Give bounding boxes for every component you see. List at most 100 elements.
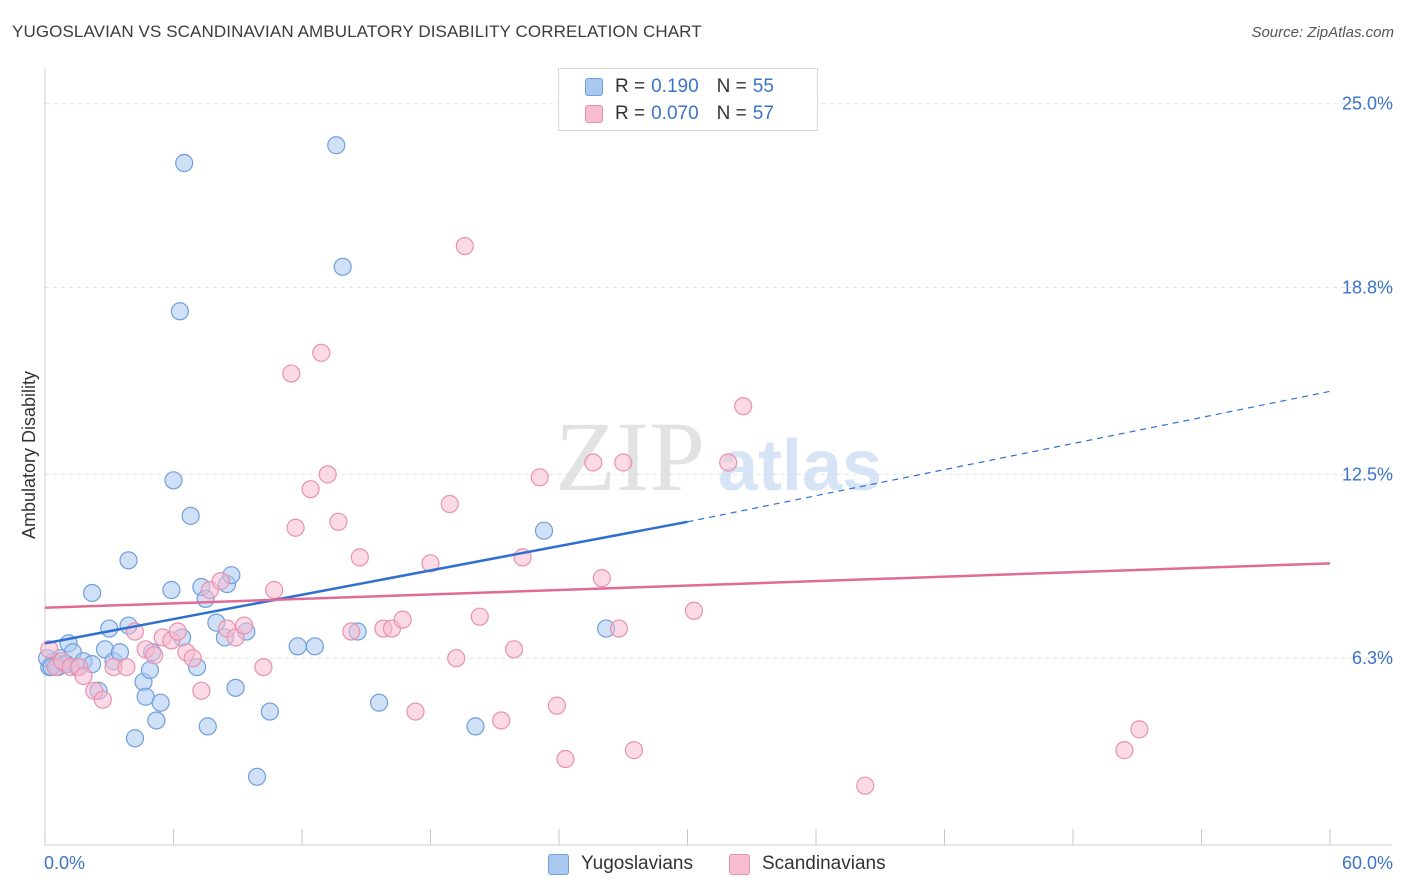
bottom-legend-label: Scandinavians	[762, 853, 886, 874]
source-label: Source: ZipAtlas.com	[1251, 24, 1394, 41]
scandinavian-point	[342, 622, 361, 641]
scandinavian-point	[301, 480, 320, 499]
scandinavian-point	[614, 453, 633, 472]
scandinavian-point	[183, 649, 202, 668]
scandinavian-point	[530, 468, 549, 487]
scandinavian-point	[211, 572, 230, 591]
scandinavian-point	[719, 453, 738, 472]
yugoslavian-point	[370, 693, 389, 712]
scandinavian-point	[93, 690, 112, 709]
scandinavian-point	[282, 364, 301, 383]
legend-n-label: N =	[716, 76, 747, 97]
y-axis-title: Ambulatory Disability	[19, 371, 39, 539]
x-tick-label: 60.0%	[1342, 853, 1393, 873]
bottom-legend-swatch-pink	[729, 853, 750, 875]
scandinavian-point	[192, 681, 211, 700]
scandinavian-point	[609, 619, 629, 638]
grid-lines	[45, 103, 1392, 659]
yugoslavian-point	[170, 302, 190, 321]
scandinavian-point	[74, 666, 93, 686]
yugoslavian-point	[305, 637, 324, 656]
legend-n-value: 57	[752, 103, 774, 124]
bottom-legend-swatch-blue	[548, 853, 569, 875]
yugoslavian-point	[100, 619, 119, 638]
legend-r-label: R =	[615, 76, 646, 97]
scandinavian-point	[406, 702, 425, 721]
legend-n-label: N =	[716, 103, 747, 124]
scandinavian-point	[734, 397, 753, 416]
yugoslavian-point	[175, 153, 194, 173]
yugoslavian-point	[466, 717, 485, 736]
scandinavian-point	[40, 640, 59, 659]
scandinavian-point	[440, 494, 459, 514]
legend-n-value: 55	[752, 76, 774, 97]
x-tick-label: 0.0%	[44, 853, 85, 873]
scandinavian-trend-line	[44, 562, 1331, 610]
scandinavian-point	[856, 776, 875, 795]
yugoslavian-point	[162, 580, 181, 600]
axes	[44, 68, 1392, 846]
yugoslavian-point	[125, 729, 145, 748]
watermark-atlas: atlas	[718, 426, 882, 506]
legend-swatch-blue	[585, 78, 603, 96]
correlation-legend: R = 0.190 N = 55 R = 0.070 N = 57	[558, 68, 818, 131]
yugoslavian-point	[151, 693, 170, 712]
yugoslavian-point	[288, 637, 307, 656]
legend-r-value: 0.070	[651, 103, 699, 124]
yugoslavian-point	[327, 136, 346, 155]
scandinavian-point	[117, 657, 136, 677]
scandinavian-point	[265, 580, 284, 600]
y-tick-label: 12.5%	[1342, 464, 1393, 484]
scandinavian-point	[1130, 720, 1149, 739]
y-tick-label: 25.0%	[1342, 94, 1393, 114]
scandinavian-point	[504, 640, 524, 659]
scandinavian-point	[492, 711, 511, 730]
legend-row-scandinavians: R = 0.070 N = 57	[585, 102, 774, 126]
scandinavian-point	[168, 622, 187, 641]
bottom-legend-yugoslavians: Yugoslavians	[548, 851, 693, 877]
scandinavian-point	[393, 610, 412, 629]
scandinavian-point	[624, 741, 644, 760]
chart-title: YUGOSLAVIAN VS SCANDINAVIAN AMBULATORY D…	[12, 22, 702, 41]
scandinavian-point	[312, 343, 331, 362]
data-points	[38, 136, 1149, 795]
scandinavian-point	[470, 607, 489, 626]
bottom-legend-scandinavians: Scandinavians	[729, 851, 886, 877]
yugoslavian-point	[247, 767, 267, 786]
yugoslavian-point	[260, 702, 279, 721]
scandinavian-point	[547, 696, 566, 715]
legend-swatch-pink	[585, 105, 603, 123]
yugoslavian-point	[333, 257, 352, 276]
scandinavian-point	[447, 649, 466, 668]
legend-row-yugoslavians: R = 0.190 N = 55	[585, 75, 774, 99]
scandinavian-point	[592, 569, 611, 588]
yugoslavian-point	[198, 717, 217, 736]
scandinavian-point	[235, 616, 254, 635]
yugoslavian-point	[147, 711, 166, 730]
watermark: ZIP atlas	[555, 401, 882, 512]
scandinavian-point	[684, 601, 704, 620]
yugoslavian-point	[181, 506, 200, 525]
yugoslavian-point	[164, 471, 183, 490]
tick-labels: 6.3% 12.5% 18.8% 25.0% 0.0% 60.0% Ambulatory D…	[19, 94, 1393, 873]
scandinavian-point	[350, 548, 369, 567]
scandinavian-point	[556, 749, 575, 769]
scandinavian-point	[145, 646, 164, 665]
scandinavian-point	[254, 657, 273, 677]
scandinavian-point	[318, 465, 337, 484]
scandinavian-point	[584, 453, 603, 472]
yugoslavian-trend-line	[44, 520, 688, 645]
scandinavian-point	[421, 554, 440, 573]
bottom-legend-label: Yugoslavians	[581, 853, 693, 874]
legend-r-value: 0.190	[651, 76, 699, 97]
yugoslavian-point	[226, 678, 245, 697]
trend-lines	[44, 390, 1331, 645]
scandinavian-point	[286, 518, 305, 537]
scandinavian-point	[329, 512, 348, 531]
legend-r-label: R =	[615, 103, 646, 124]
scandinavian-point	[1115, 741, 1134, 760]
yugoslavian-point	[534, 521, 554, 540]
yugoslavian-point	[83, 583, 102, 603]
y-tick-label: 6.3%	[1352, 648, 1393, 668]
